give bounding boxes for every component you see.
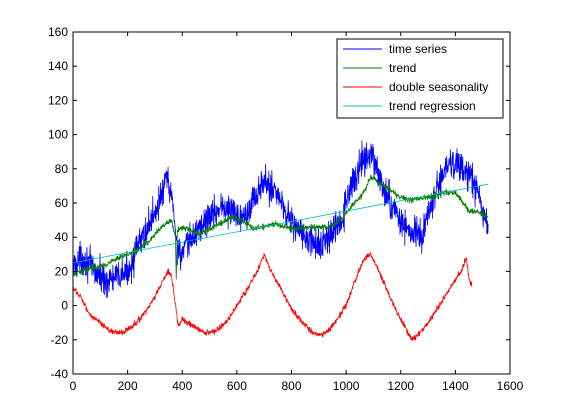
y-tick-label: 0: [61, 299, 68, 313]
y-axis-tick-labels: -40 -20 0 20 40 60 80 100 120 140 160: [48, 25, 68, 381]
y-tick-label: 80: [55, 162, 69, 176]
y-tick-label: 120: [48, 93, 68, 107]
x-tick-label: 1200: [387, 379, 414, 393]
series-line-time-series: [73, 140, 489, 299]
x-tick-label: 400: [172, 379, 192, 393]
y-tick-label: 60: [55, 196, 69, 210]
x-tick-label: 1600: [497, 379, 524, 393]
y-tick-label: 140: [48, 59, 68, 73]
y-tick-label: -20: [51, 333, 69, 347]
y-tick-label: 160: [48, 25, 68, 39]
y-tick-label: 20: [55, 264, 69, 278]
legend-box: [336, 38, 504, 119]
series-line-trend: [73, 174, 489, 280]
series-line-double-seasonality: [73, 252, 473, 341]
x-tick-label: 1400: [442, 379, 469, 393]
legend-label-trend: trend: [389, 61, 416, 75]
x-tick-label: 200: [118, 379, 138, 393]
legend-label-trend-regression: trend regression: [389, 99, 476, 113]
series-line-trend-regression: [73, 183, 489, 264]
x-tick-label: 800: [281, 379, 301, 393]
x-tick-label: 600: [227, 379, 247, 393]
axis-ticks: [72, 31, 511, 375]
legend-label-time-series: time series: [389, 42, 447, 56]
legend: time series trend double seasonality tre…: [336, 38, 504, 119]
x-tick-label: 0: [70, 379, 77, 393]
y-tick-label: 40: [55, 230, 69, 244]
x-axis-tick-labels: 0 200 400 600 800 1000 1200 1400 1600: [70, 379, 524, 393]
y-tick-label: 100: [48, 128, 68, 142]
series-lines: [73, 140, 489, 341]
x-tick-label: 1000: [333, 379, 360, 393]
legend-label-double-seasonality: double seasonality: [389, 80, 488, 94]
y-tick-label: -40: [51, 367, 69, 381]
